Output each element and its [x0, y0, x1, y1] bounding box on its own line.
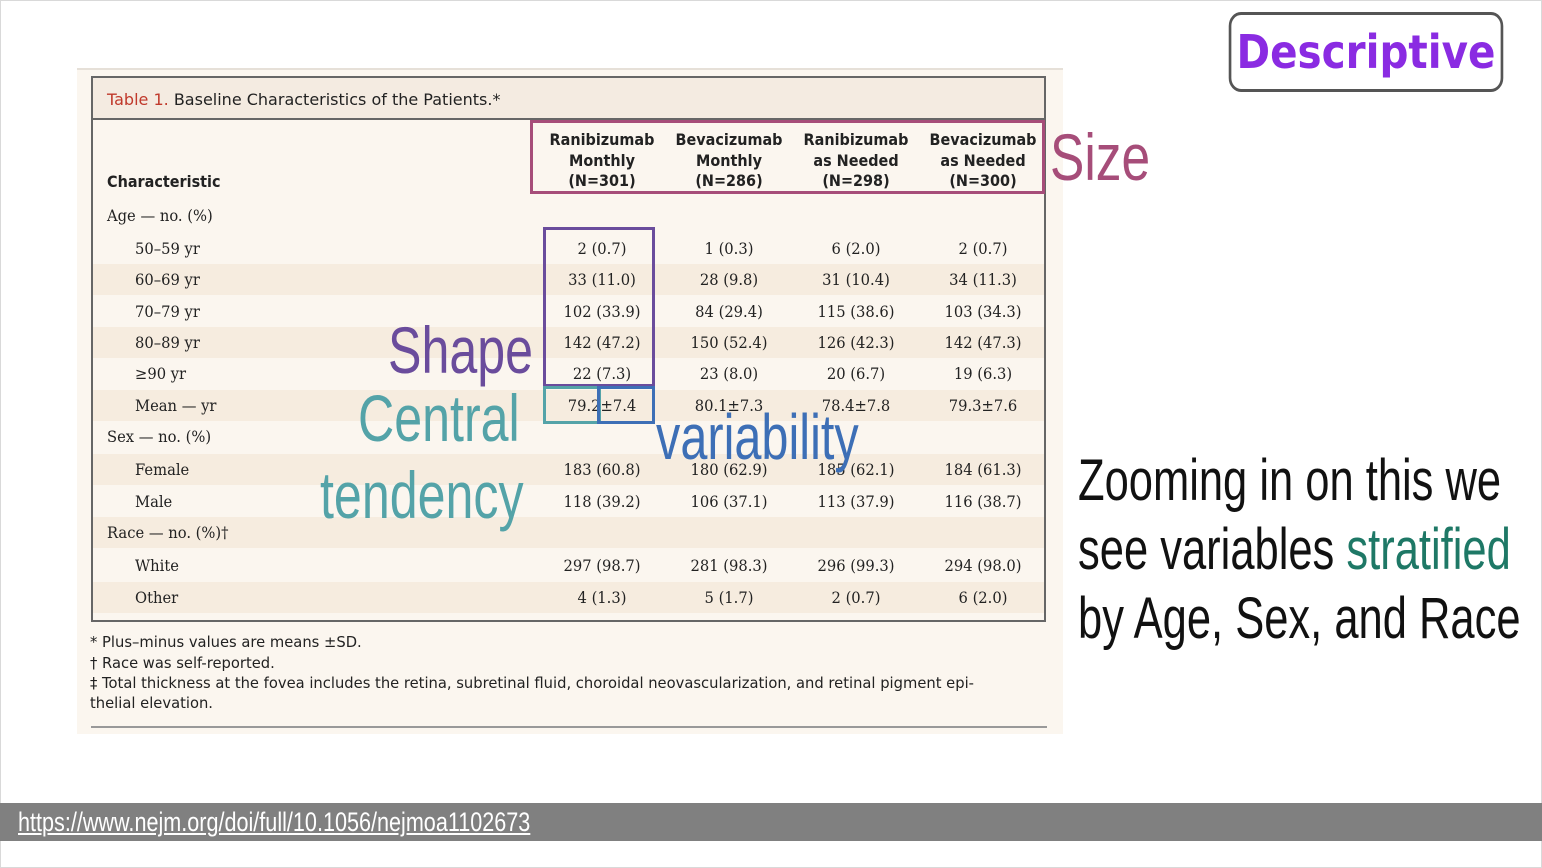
table-cell: 6 (2.0): [831, 239, 881, 258]
footnote-thickness: ‡ Total thickness at the fovea includes …: [90, 674, 974, 692]
table-cell: 4 (1.3): [577, 588, 627, 607]
shape-label: Shape: [388, 313, 534, 387]
table-cell: 185 (62.1): [817, 460, 895, 479]
table-cell: 142 (47.3): [944, 333, 1022, 352]
shape-box: [543, 227, 655, 387]
table-row: ≥90 yr 22 (7.3) 23 (8.0) 20 (6.7) 19 (6.3): [93, 358, 1044, 389]
table-cell: 180 (62.9): [690, 460, 768, 479]
tendency-label: tendency: [320, 458, 524, 532]
table-cell: 23 (8.0): [699, 364, 759, 383]
table-cell: 183 (60.8): [563, 460, 641, 479]
table-row: Other 4 (1.3) 5 (1.7) 2 (0.7) 6 (2.0): [93, 582, 1044, 613]
table-cell: 80.1±7.3: [694, 396, 764, 415]
col-header-bevacizumab-monthly: Bevacizumab Monthly (N=286): [675, 130, 783, 190]
row-label: Sex — no. (%): [107, 427, 212, 446]
table-cell: 5 (1.7): [704, 588, 754, 607]
table-cell: 31 (10.4): [822, 270, 890, 289]
col-header-ranibizumab-as-needed: Ranibizumab as Needed (N=298): [803, 130, 909, 190]
descriptive-badge: Descriptive: [1228, 12, 1504, 92]
table-title-bar: Table 1. Baseline Characteristics of the…: [93, 78, 1044, 120]
variability-box: [597, 386, 655, 424]
footnote-thickness-cont: thelial elevation.: [90, 694, 213, 712]
table-cell: 2 (0.7): [831, 588, 881, 607]
table-row: 60–69 yr 33 (11.0) 28 (9.8) 31 (10.4) 34 (11…: [93, 264, 1044, 295]
col-header-bevacizumab-as-needed: Bevacizumab as Needed (N=300): [929, 130, 1037, 190]
row-label: 50–59 yr: [135, 239, 200, 258]
note-text-1: Zooming in on this we see variables: [1078, 448, 1502, 582]
table-cell: 102 (33.9): [563, 302, 641, 321]
table-cell: 281 (98.3): [690, 556, 768, 575]
table-row: 70–79 yr 102 (33.9) 84 (29.4) 115 (38.6) 103…: [93, 296, 1044, 327]
table-cell: 1 (0.3): [704, 239, 754, 258]
table-cell: 103 (34.3): [944, 302, 1022, 321]
table-cell: 84 (29.4): [695, 302, 763, 321]
table-cell: 34 (11.3): [949, 270, 1017, 289]
table-row: Female 183 (60.8) 180 (62.9) 185 (62.1) 184 …: [93, 454, 1044, 485]
row-label: 60–69 yr: [135, 270, 200, 289]
top-rule: [77, 68, 1063, 70]
table-cell: 116 (38.7): [944, 492, 1022, 511]
col-header-ranibizumab-monthly: Ranibizumab Monthly (N=301): [549, 130, 655, 190]
table-cell: 6 (2.0): [958, 588, 1008, 607]
table-cell: 296 (99.3): [817, 556, 895, 575]
table-cell: 126 (42.3): [817, 333, 895, 352]
url-bar: https://www.nejm.org/doi/full/10.1056/ne…: [0, 803, 1542, 841]
zoom-note: Zooming in on this we see variables stra…: [1078, 446, 1528, 653]
table-row: Mean — yr 79.2±7.4 80.1±7.3 78.4±7.8 79.3±7.…: [93, 390, 1044, 421]
table-cell: 2 (0.7): [577, 239, 627, 258]
baseline-table: Table 1. Baseline Characteristics of the…: [91, 76, 1046, 622]
table-cell: 184 (61.3): [944, 460, 1022, 479]
table-row: Male 118 (39.2) 106 (37.1) 113 (37.9) 116 (3…: [93, 486, 1044, 517]
row-label: 70–79 yr: [135, 302, 200, 321]
table-title: Table 1. Baseline Characteristics of the…: [107, 90, 500, 109]
size-box: [530, 120, 1045, 194]
table-cell: 142 (47.2): [563, 333, 641, 352]
row-label: Female: [135, 460, 190, 479]
table-cell: 28 (9.8): [699, 270, 759, 289]
row-label: 80–89 yr: [135, 333, 200, 352]
table-cell: 294 (98.0): [944, 556, 1022, 575]
row-label: ≥90 yr: [135, 364, 187, 383]
table-title-text: Baseline Characteristics of the Patients…: [168, 90, 501, 109]
table-cell: 79.2±7.4: [567, 396, 637, 415]
source-link[interactable]: https://www.nejm.org/doi/full/10.1056/ne…: [18, 807, 531, 837]
table-row: Race — no. (%)†: [93, 517, 1044, 548]
table-row: White 297 (98.7) 281 (98.3) 296 (99.3) 294 (…: [93, 550, 1044, 581]
size-label: Size: [1050, 120, 1151, 194]
row-label: Age — no. (%): [107, 206, 213, 225]
characteristic-header: Characteristic: [107, 172, 221, 191]
footnote-sd: * Plus–minus values are means ±SD.: [90, 633, 362, 651]
footnote-race: † Race was self-reported.: [90, 654, 275, 672]
table-row: Age — no. (%): [93, 200, 1044, 231]
table-cell: 20 (6.7): [826, 364, 886, 383]
table-cell: 19 (6.3): [953, 364, 1013, 383]
note-highlight: stratified: [1346, 517, 1511, 582]
table-cell: 78.4±7.8: [821, 396, 891, 415]
row-label: Male: [135, 492, 173, 511]
table-cell: 118 (39.2): [563, 492, 641, 511]
table-row: 50–59 yr 2 (0.7) 1 (0.3) 6 (2.0) 2 (0.7): [93, 233, 1044, 264]
table-cell: 22 (7.3): [572, 364, 632, 383]
table-cell: 106 (37.1): [690, 492, 768, 511]
variability-label: variability: [656, 401, 859, 473]
row-label: Other: [135, 588, 179, 607]
row-label: Mean — yr: [135, 396, 217, 415]
central-tendency-box: [543, 386, 601, 424]
table-cell: 79.3±7.6: [948, 396, 1018, 415]
table-cell: 113 (37.9): [817, 492, 895, 511]
table-row: Sex — no. (%): [93, 421, 1044, 452]
table-cell: 33 (11.0): [568, 270, 636, 289]
table-cell: 297 (98.7): [563, 556, 641, 575]
table-row: 80–89 yr 142 (47.2) 150 (52.4) 126 (42.3) 14…: [93, 327, 1044, 358]
row-label: White: [135, 556, 179, 575]
table-cell: 2 (0.7): [958, 239, 1008, 258]
bottom-rule: [91, 726, 1047, 728]
row-label: Race — no. (%)†: [107, 523, 229, 542]
table-number: Table 1.: [107, 90, 169, 109]
central-label: Central: [358, 381, 520, 455]
note-text-2: by Age, Sex, and Race: [1078, 586, 1521, 651]
table-cell: 115 (38.6): [817, 302, 895, 321]
table-cell: 150 (52.4): [690, 333, 768, 352]
